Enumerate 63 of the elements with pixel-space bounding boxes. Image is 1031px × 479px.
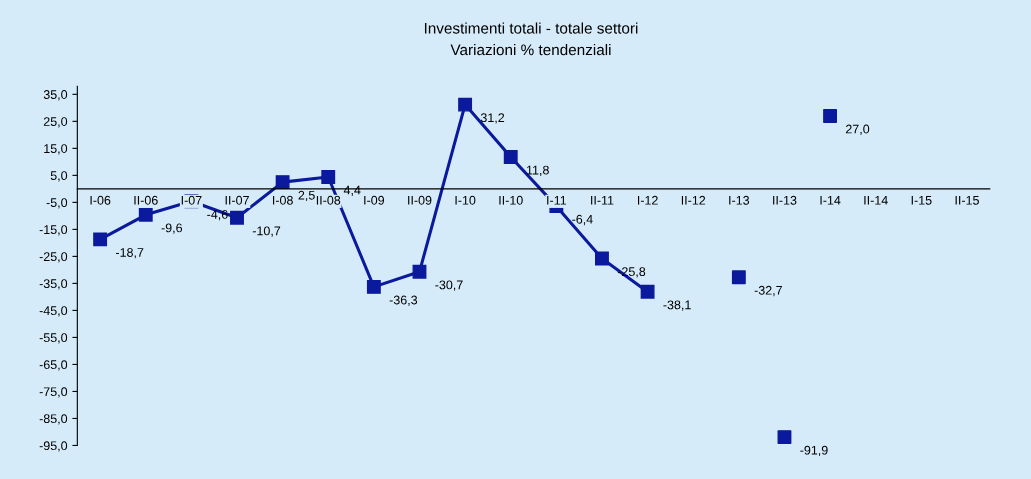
data-label: -30,7	[435, 280, 463, 291]
data-label: -36,3	[389, 295, 418, 306]
point	[412, 264, 427, 279]
point	[503, 150, 518, 164]
data-label: -9,6	[161, 223, 183, 234]
chart-title: Investimenti totali - totale settori	[424, 22, 638, 34]
y-tick-label: -55,0	[39, 333, 68, 344]
x-tick-label: II-07	[225, 195, 249, 205]
y-tick-label: -25,0	[39, 252, 68, 263]
x-tick-label: I-11	[547, 196, 567, 205]
data-label: -91,9	[800, 445, 828, 457]
y-tick-label: 15,0	[44, 144, 68, 155]
data-label: 11,8	[526, 165, 549, 176]
y-tick-label: -75,0	[39, 387, 68, 398]
chart-subtitle: Variazioni % tendenziali	[450, 44, 611, 56]
data-label: -6,4	[572, 214, 593, 226]
point	[640, 284, 655, 299]
x-tick-label: II-08	[316, 195, 341, 205]
point	[321, 170, 336, 184]
y-tick-label: -5,0	[46, 198, 68, 209]
x-tick-label: II-09	[408, 195, 432, 205]
y-tick-label: -15,0	[39, 225, 68, 236]
y-tick-label: -45,0	[39, 306, 68, 317]
point	[366, 279, 381, 294]
data-label: 2,5	[298, 190, 315, 202]
data-label: -10,7	[252, 226, 281, 237]
x-tick-label: I-14	[820, 196, 841, 205]
x-tick-label: II-11	[591, 196, 614, 205]
point	[138, 207, 153, 222]
point	[777, 430, 792, 445]
point	[275, 175, 290, 190]
x-tick-label: I-13	[729, 195, 750, 205]
x-tick-label: I-08	[273, 195, 293, 205]
x-tick-label: II-12	[681, 195, 706, 205]
data-label: -32,7	[754, 285, 782, 297]
x-tick-label: II-13	[773, 195, 797, 205]
y-tick-label: 5,0	[50, 171, 68, 182]
point	[93, 232, 108, 247]
data-label: -18,7	[115, 248, 144, 259]
y-tick-label: -35,0	[39, 279, 68, 290]
point	[595, 251, 609, 266]
data-label: -4,6	[207, 209, 228, 221]
x-tick-label: II-15	[955, 196, 979, 205]
x-tick-label: II-10	[499, 195, 523, 205]
point	[230, 210, 244, 225]
x-tick-label: I-10	[455, 195, 476, 205]
y-tick-label: -65,0	[39, 360, 68, 371]
x-tick-label: I-09	[364, 195, 385, 205]
data-label: 27,0	[845, 124, 870, 135]
y-tick-label: 35,0	[43, 90, 68, 101]
x-tick-label: I-12	[637, 195, 658, 205]
x-tick-label: I-06	[90, 195, 111, 205]
y-tick-label: 25,0	[43, 117, 68, 128]
x-tick-label: II-06	[134, 195, 158, 205]
x-tick-label: II-14	[864, 196, 888, 205]
point	[458, 97, 473, 112]
point	[823, 108, 838, 123]
y-tick-label: -95,0	[39, 441, 68, 452]
data-label: -38,1	[663, 300, 691, 311]
y-tick-label: -85,0	[39, 414, 68, 425]
point	[731, 270, 746, 285]
x-tick-label: I-15	[911, 196, 932, 205]
data-label: 31,2	[480, 113, 505, 124]
